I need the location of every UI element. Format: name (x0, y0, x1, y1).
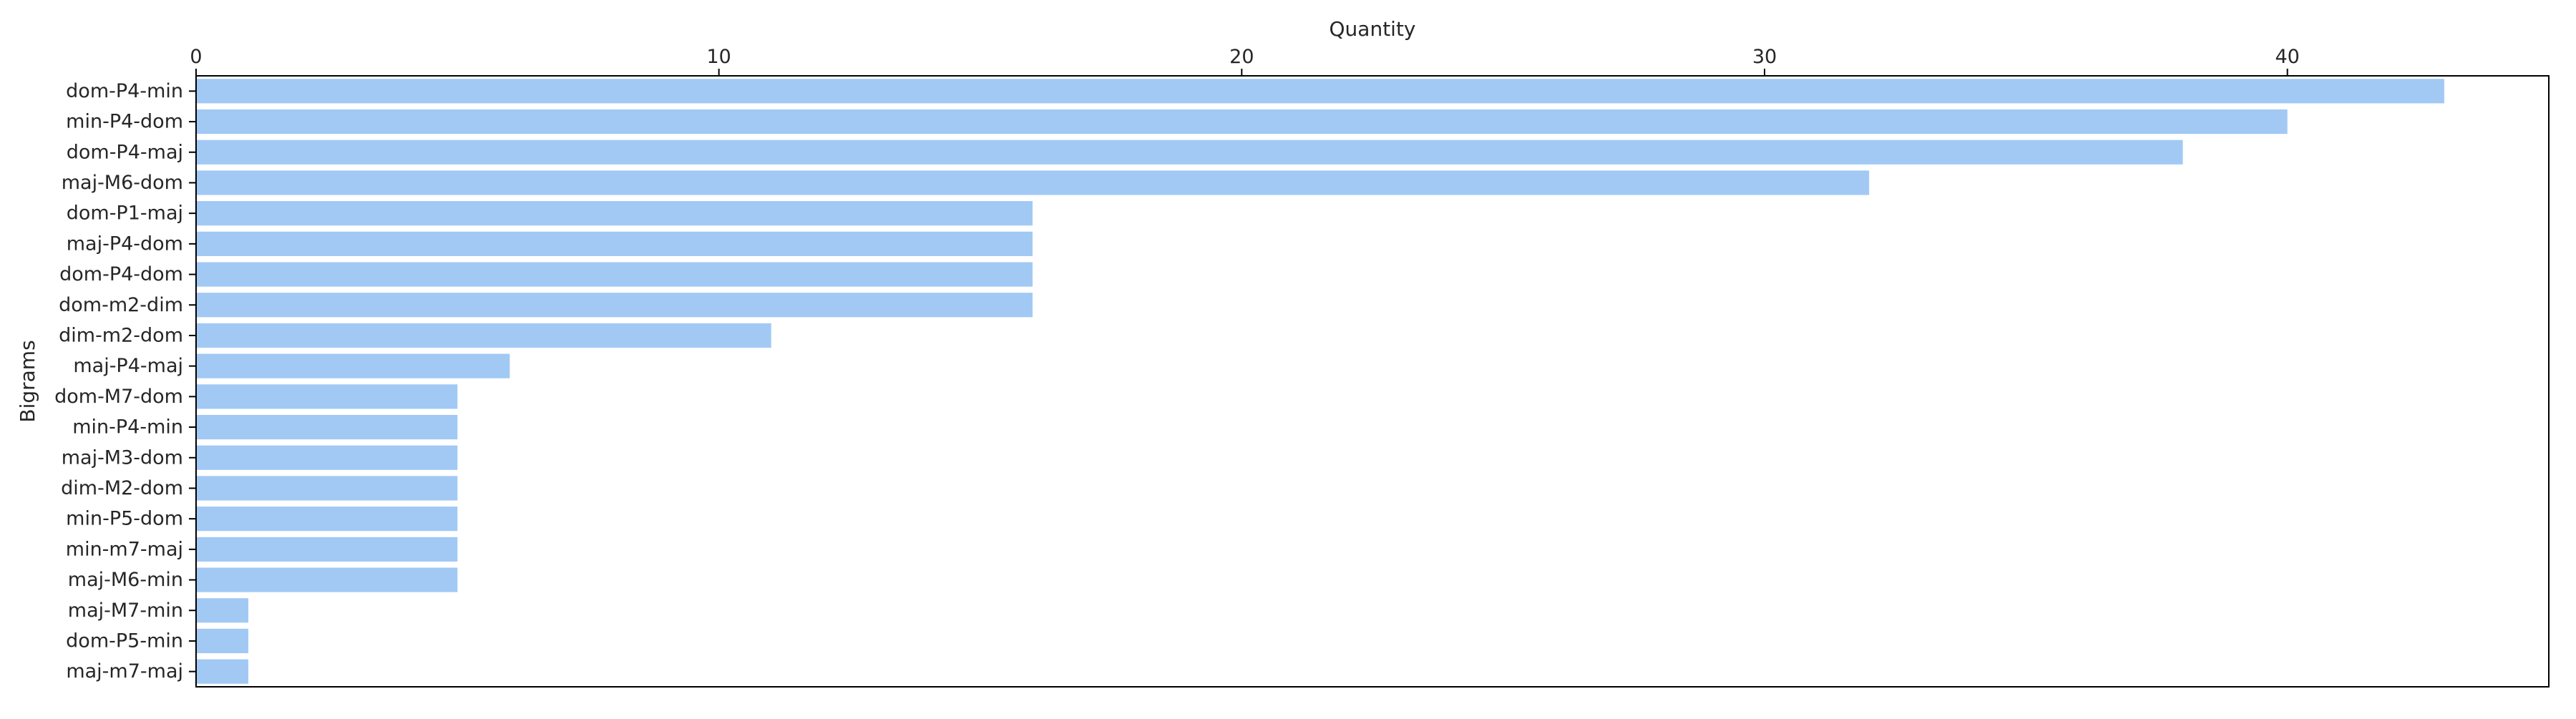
y-tick-label: min-m7-maj (66, 538, 183, 560)
y-tick-label: min-P4-dom (66, 111, 183, 133)
y-tick-label: dom-M7-dom (54, 386, 183, 408)
bar-maj-P4-maj (196, 353, 510, 378)
bar-maj-m7-maj (196, 659, 249, 684)
bar-maj-M6-min (196, 567, 458, 592)
y-tick-label: maj-M6-min (68, 569, 183, 591)
bar-dom-P4-maj (196, 140, 2183, 165)
y-tick-label: maj-M7-min (68, 600, 183, 622)
y-tick-label: dom-P4-maj (67, 141, 183, 163)
bar-dom-m2-dim (196, 293, 1033, 318)
y-tick-label: dom-P4-min (66, 80, 183, 102)
y-tick-label: dom-m2-dim (59, 294, 183, 316)
bar-min-P5-dom (196, 507, 458, 532)
bar-min-m7-maj (196, 537, 458, 562)
bar-dim-m2-dom (196, 323, 771, 348)
y-tick-label: maj-M6-dom (62, 172, 183, 194)
y-tick-label: dim-m2-dom (59, 324, 183, 346)
y-tick-label: maj-m7-maj (66, 660, 183, 683)
y-axis-label: Bigrams (16, 340, 39, 422)
bar-maj-P4-dom (196, 231, 1033, 256)
bar-dim-M2-dom (196, 476, 458, 501)
x-axis-label: Quantity (1330, 17, 1416, 41)
bar-dom-P4-min (196, 79, 2444, 104)
y-tick-label: maj-P4-dom (67, 233, 183, 255)
bars-layer (196, 79, 2444, 684)
y-axis-ticks: dom-P4-min min-P4-dom dom-P4-maj maj-M6-dom… (54, 80, 196, 683)
bar-min-P4-min (196, 414, 458, 440)
y-tick-label: dom-P1-maj (67, 202, 183, 225)
bar-min-P4-dom (196, 109, 2288, 134)
x-tick-label: 30 (1752, 46, 1777, 68)
bar-dom-M7-dom (196, 384, 458, 409)
y-tick-label: maj-P4-maj (73, 355, 183, 377)
bar-dom-P5-min (196, 628, 249, 654)
x-tick-label: 20 (1229, 46, 1254, 68)
y-tick-label: dim-M2-dom (61, 477, 183, 499)
bar-dom-P1-maj (196, 201, 1033, 226)
x-axis-ticks: 0 10 20 30 40 (190, 46, 2300, 76)
plot-frame (195, 75, 2550, 688)
x-tick-label: 0 (190, 46, 202, 68)
y-tick-label: dom-P5-min (66, 630, 183, 652)
y-tick-label: min-P4-min (72, 416, 183, 439)
bar-maj-M7-min (196, 598, 249, 623)
y-tick-label: min-P5-dom (66, 508, 183, 530)
x-tick-label: 10 (706, 46, 731, 68)
y-tick-label: maj-M3-dom (62, 446, 183, 469)
bar-dom-P4-dom (196, 262, 1033, 287)
bar-maj-M6-dom (196, 170, 1870, 195)
bar-maj-M3-dom (196, 445, 458, 470)
y-tick-label: dom-P4-dom (59, 263, 183, 285)
x-tick-label: 40 (2275, 46, 2299, 68)
